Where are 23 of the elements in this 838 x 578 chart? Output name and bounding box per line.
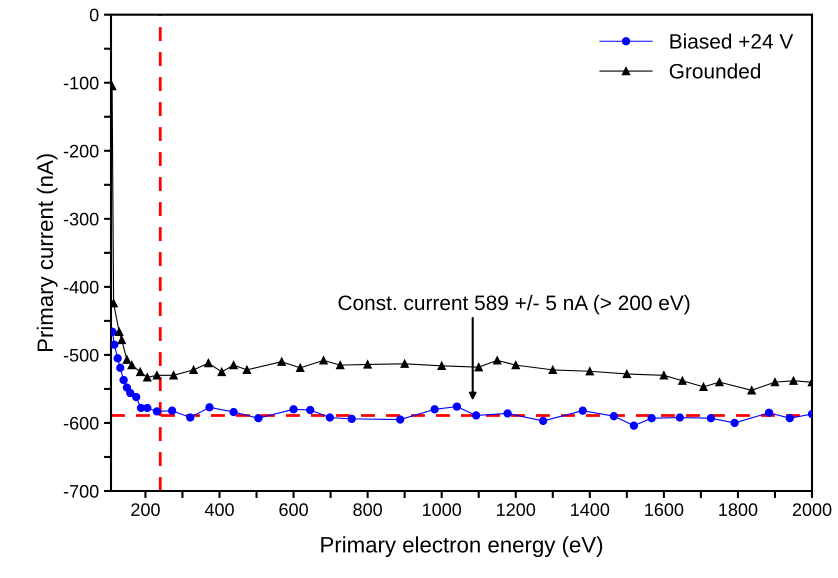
annotation: Const. current 589 +/- 5 nA (> 200 eV) (338, 294, 690, 314)
legend-label: Biased +24 V (670, 33, 794, 49)
y-tick-label: -100 (64, 76, 98, 90)
legend-label: Grounded (670, 63, 760, 79)
x-tick-label: 1400 (571, 503, 610, 516)
y-tick-label: -700 (64, 484, 98, 498)
y-axis-title: Primary current (nA) (36, 154, 58, 352)
x-tick-label: 1800 (719, 503, 758, 516)
y-tick-label: -600 (64, 416, 98, 430)
x-tick-label: 400 (204, 503, 234, 516)
y-tick-label: -400 (64, 280, 98, 294)
x-tick-label: 1000 (422, 503, 462, 516)
x-axis-title: Primary electron energy (eV) (321, 536, 602, 558)
y-tick-label: -500 (64, 348, 98, 362)
x-tick-label: 200 (131, 503, 160, 516)
x-tick-label: 1200 (497, 503, 536, 516)
y-tick-label: -300 (64, 212, 98, 226)
y-tick-label: 0 (90, 8, 98, 22)
x-tick-label: 800 (353, 503, 382, 516)
x-tick-label: 600 (279, 503, 308, 516)
x-tick-label: 2000 (792, 503, 832, 516)
x-tick-label: 1600 (645, 503, 684, 516)
y-tick-label: -200 (64, 144, 98, 158)
